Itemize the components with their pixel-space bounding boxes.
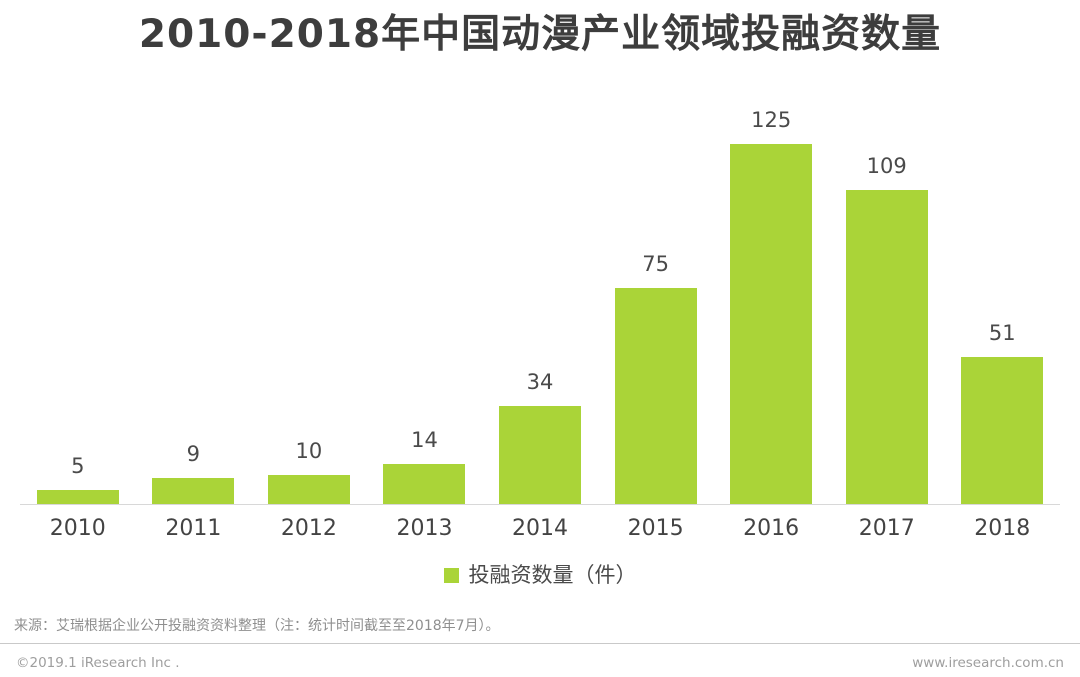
bar-value-label: 9 <box>186 441 201 466</box>
bar-value-label: 34 <box>526 369 554 394</box>
x-tick-label: 2017 <box>858 515 915 541</box>
bar <box>730 143 813 504</box>
x-tick-label: 2014 <box>512 515 569 541</box>
bar <box>152 477 235 504</box>
x-tick-label: 2013 <box>396 515 453 541</box>
chart-title: 2010-2018年中国动漫产业领域投融资数量 <box>138 12 942 57</box>
bar <box>383 463 466 504</box>
bar-column: 10 <box>251 438 367 504</box>
bar <box>845 189 928 504</box>
bar-chart: 5 9 10 14 34 75 125 109 51 2010 2011 2012 2013 2014 2… <box>0 104 1080 542</box>
bar-column: 125 <box>713 107 829 504</box>
copyright-text: ©2019.1 iResearch Inc . <box>16 655 180 672</box>
x-tick-label: 2011 <box>165 515 222 541</box>
bar <box>36 489 119 504</box>
legend-label: 投融资数量（件） <box>468 563 637 588</box>
x-tick-label: 2018 <box>974 515 1031 541</box>
bar-value-label: 14 <box>411 427 438 452</box>
bar <box>961 356 1044 504</box>
x-tick-label: 2010 <box>49 515 106 541</box>
bar-column: 75 <box>598 251 714 504</box>
bar-column: 5 <box>20 453 136 504</box>
x-axis: 2010 2011 2012 2013 2014 2015 2016 2017 2018 <box>20 505 1060 542</box>
bar-column: 14 <box>367 427 483 504</box>
bar <box>267 474 350 504</box>
footer-divider <box>0 643 1080 645</box>
website-link: www.iresearch.com.cn <box>912 655 1064 672</box>
bar-value-label: 10 <box>295 438 323 463</box>
bar <box>499 405 582 504</box>
bar-value-label: 125 <box>751 107 792 132</box>
bar <box>614 287 697 504</box>
source-note: 来源：艾瑞根据企业公开投融资资料整理（注：统计时间截至至2018年7月）。 <box>14 618 500 635</box>
legend: 投融资数量（件） <box>0 563 1080 588</box>
bar-column: 34 <box>482 369 598 504</box>
bar-column: 109 <box>829 153 945 504</box>
bar-value-label: 5 <box>71 453 85 478</box>
bar-column: 51 <box>945 320 1061 504</box>
bar-column: 9 <box>136 441 252 504</box>
footer: ©2019.1 iResearch Inc . www.iresearch.co… <box>0 644 1080 671</box>
legend-swatch-icon <box>443 568 459 584</box>
x-tick-label: 2012 <box>280 515 337 541</box>
bar-value-label: 75 <box>642 251 669 276</box>
x-tick-label: 2016 <box>743 515 800 541</box>
x-tick-label: 2015 <box>627 515 684 541</box>
plot-area: 5 9 10 14 34 75 125 109 51 <box>20 104 1060 505</box>
bar-value-label: 51 <box>988 320 1016 345</box>
bar-value-label: 109 <box>866 153 907 178</box>
